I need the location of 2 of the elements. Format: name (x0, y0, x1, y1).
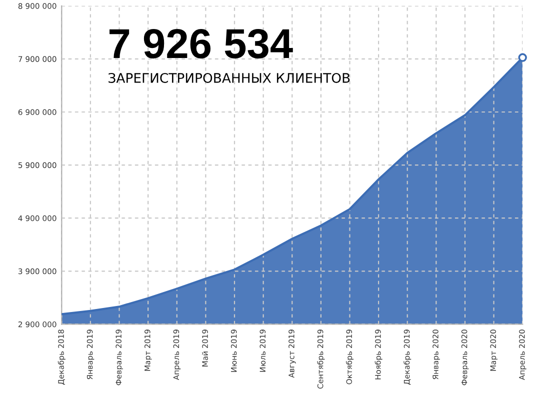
annotation: 7 926 534 (110, 28, 293, 59)
text: ЗАРЕГИСТРИРОВАННЫХ КЛИЕНТОВ (108, 72, 350, 83)
